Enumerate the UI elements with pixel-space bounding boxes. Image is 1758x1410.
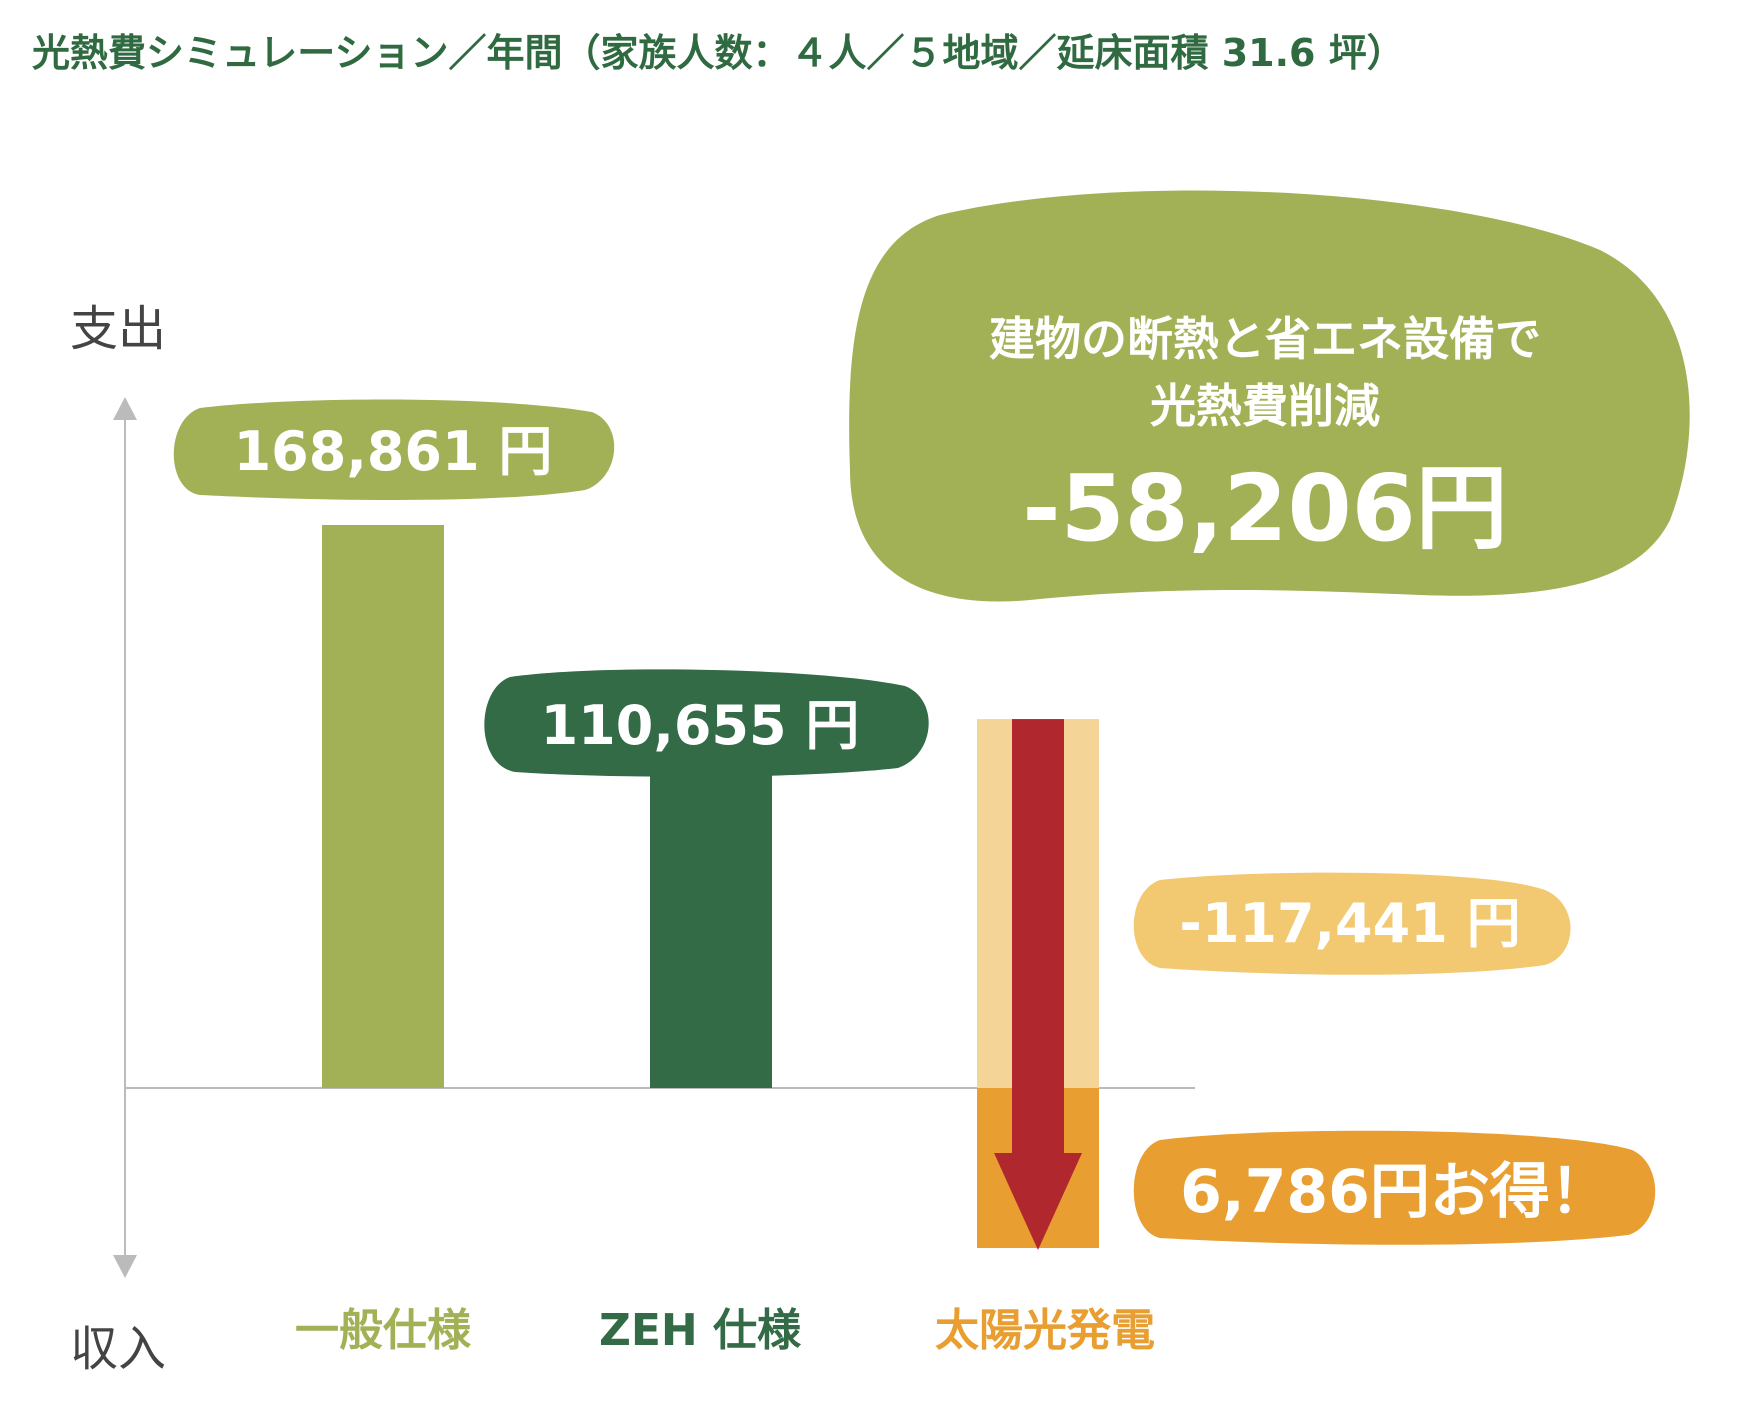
label-blob-solar bbox=[1133, 872, 1571, 975]
savings-callout-blob bbox=[849, 190, 1690, 602]
net-savings-label: 6,786円お得！ bbox=[1180, 1157, 1610, 1227]
savings-line1: 建物の断熱と省エネ設備で bbox=[989, 312, 1541, 366]
y-label-income: 収入 bbox=[70, 1321, 166, 1377]
chart-title: 光熱費シミュレーション／年間（家族人数：４人／５地域／延床面積 31.6 坪） bbox=[32, 31, 1405, 75]
bar-general bbox=[322, 525, 444, 1088]
category-label-general: 一般仕様 bbox=[295, 1305, 472, 1356]
y-axis-arrow-down bbox=[113, 1255, 137, 1278]
label-blob-general bbox=[173, 399, 615, 500]
value-label-solar: -117,441 円 bbox=[1179, 892, 1520, 955]
solar-arrow-head bbox=[994, 1153, 1082, 1250]
bar-zeh bbox=[650, 719, 772, 1088]
label-blob-net bbox=[1133, 1130, 1656, 1245]
savings-amount: -58,206円 bbox=[1022, 455, 1507, 562]
category-label-solar: 太陽光発電 bbox=[935, 1305, 1155, 1356]
value-label-zeh: 110,655 円 bbox=[541, 694, 860, 757]
solar-arrow-shaft bbox=[1012, 719, 1064, 1153]
value-label-general: 168,861 円 bbox=[234, 420, 553, 483]
y-label-expense: 支出 bbox=[70, 301, 166, 357]
y-axis-arrow-up bbox=[113, 397, 137, 420]
category-label-zeh: ZEH 仕様 bbox=[599, 1305, 802, 1356]
savings-line2: 光熱費削減 bbox=[1150, 379, 1380, 433]
label-blob-zeh bbox=[484, 669, 929, 777]
